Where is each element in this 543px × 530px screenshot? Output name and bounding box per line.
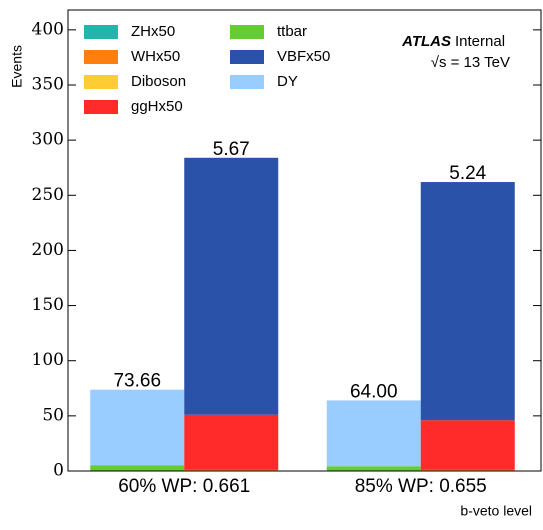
legend-swatch [230,25,264,39]
legend-label: WHx50 [131,48,180,65]
bar-segment [326,466,421,471]
bar-segment [184,157,279,415]
plot-frame [67,9,542,472]
y-tick-label: 150 [32,295,64,315]
y-tick-label: 350 [32,74,64,94]
legend-swatch [84,50,118,64]
bar-segment [184,414,279,470]
total-label: 64.00 [350,381,398,402]
legend-label: DY [277,73,298,90]
atlas-label: ATLAS [401,33,451,50]
bar-segment [420,420,515,470]
atlas-status: Internal [455,33,505,50]
legend-label: Diboson [131,73,186,90]
y-tick-label: 0 [53,461,64,481]
bar-segment [326,400,421,467]
bar-segment [184,469,279,471]
total-label: 73.66 [113,371,161,392]
legend-swatch [84,75,118,89]
legend-label: VBFx50 [277,48,330,65]
legend-swatch [230,75,264,89]
legend-swatch [84,100,118,114]
legend-swatch [84,25,118,39]
energy-label: √s = 13 TeV [431,54,510,71]
bar-segment [420,182,515,421]
legend-label: ggHx50 [131,98,183,115]
bar-segment [90,465,185,471]
y-tick-label: 400 [32,19,64,39]
y-tick-label: 300 [32,130,64,150]
bar-segment [420,469,515,471]
y-tick-label: 100 [32,350,64,370]
legend-label: ZHx50 [131,23,175,40]
x-axis-label: b-veto level [460,503,532,519]
x-tick-label: 85% WP: 0.655 [355,476,487,497]
y-axis-label: Events [9,45,25,88]
x-tick-label: 60% WP: 0.661 [118,476,250,497]
legend-swatch [230,50,264,64]
total-label: 5.67 [213,139,250,160]
y-tick-label: 250 [32,185,64,205]
total-label: 5.24 [449,163,486,184]
legend-label: ttbar [277,23,307,40]
y-tick-label: 50 [42,405,64,425]
y-tick-label: 200 [32,240,64,260]
bar-segment [90,389,185,466]
